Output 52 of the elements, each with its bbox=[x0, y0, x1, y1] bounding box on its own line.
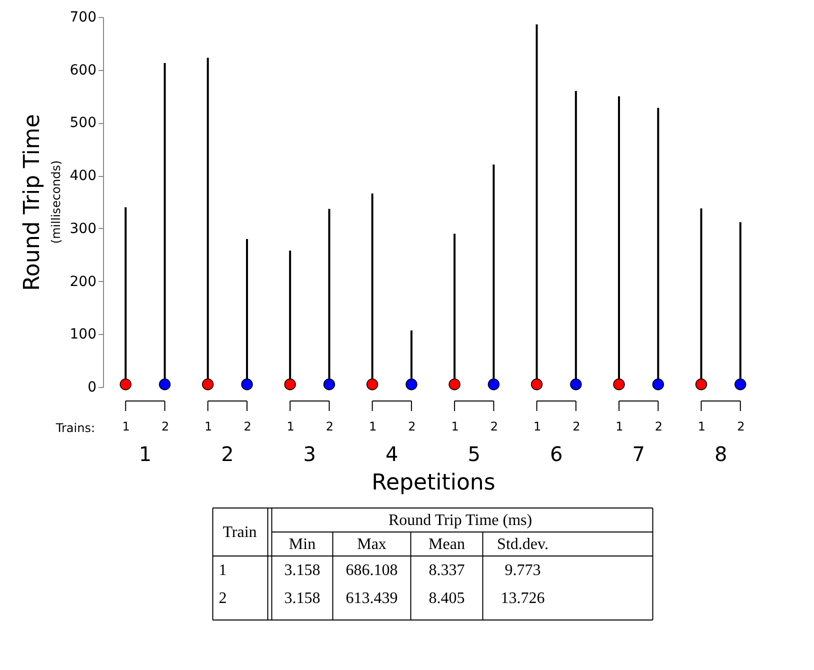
x-tick-label: 1 bbox=[451, 420, 459, 434]
text: Max bbox=[357, 536, 386, 553]
text: 3.158 bbox=[284, 562, 320, 579]
y-tick-label: 0 bbox=[88, 380, 96, 396]
text: Std.dev. bbox=[497, 536, 548, 553]
x-tick-label: 2 bbox=[408, 420, 416, 434]
text: 8.405 bbox=[428, 590, 465, 607]
x-tick-label: 1 bbox=[533, 420, 542, 434]
x-tick-label: 2 bbox=[572, 420, 580, 434]
x-tick-label: 1 bbox=[698, 420, 706, 434]
x-tick-label: 1 bbox=[368, 420, 377, 434]
text: 4 bbox=[386, 442, 398, 466]
text: Trains: bbox=[54, 421, 95, 435]
text: Mean bbox=[428, 536, 465, 553]
text: 2 bbox=[218, 590, 227, 607]
text: 1 bbox=[218, 562, 227, 579]
text: 3 bbox=[303, 442, 316, 466]
x-axis-title: Repetitions bbox=[372, 470, 496, 496]
text: 8 bbox=[714, 442, 728, 466]
text: 5 bbox=[468, 442, 480, 466]
y-tick-label: 300 bbox=[70, 220, 96, 237]
text: Round Trip Time (ms) bbox=[388, 512, 532, 529]
y-tick-label: 200 bbox=[70, 274, 96, 290]
text: 8.337 bbox=[428, 562, 465, 579]
y-tick-label: 400 bbox=[70, 168, 96, 184]
y-axis-title: Round Trip Time bbox=[20, 114, 45, 291]
text: 13.726 bbox=[500, 590, 545, 607]
y-tick-label: 100 bbox=[70, 326, 96, 343]
x-tick-label: 2 bbox=[326, 420, 334, 434]
text: 6 bbox=[550, 442, 563, 466]
text: Train bbox=[222, 524, 257, 541]
text: (milliseconds) bbox=[49, 160, 63, 244]
x-tick-label: 1 bbox=[122, 420, 130, 434]
x-tick-label: 2 bbox=[244, 420, 252, 434]
y-tick-label: 500 bbox=[70, 115, 96, 132]
x-tick-label: 1 bbox=[616, 420, 624, 434]
x-tick-label: 1 bbox=[286, 420, 294, 434]
x-tick-label: 2 bbox=[737, 420, 745, 434]
text: 613.439 bbox=[346, 590, 398, 607]
x-tick-label: 2 bbox=[161, 420, 170, 434]
text: 3.158 bbox=[284, 590, 320, 607]
text: 2 bbox=[221, 442, 234, 466]
text: 9.773 bbox=[504, 562, 541, 579]
x-tick-label: 2 bbox=[490, 420, 498, 434]
x-tick-label: 1 bbox=[204, 420, 212, 434]
x-tick-label: 2 bbox=[654, 420, 662, 434]
text: 686.108 bbox=[346, 562, 398, 579]
y-tick-label: 600 bbox=[70, 62, 96, 78]
y-tick-label: 700 bbox=[70, 10, 96, 26]
text: Min bbox=[288, 536, 316, 553]
text: 7 bbox=[632, 442, 645, 466]
text: 1 bbox=[138, 442, 152, 466]
